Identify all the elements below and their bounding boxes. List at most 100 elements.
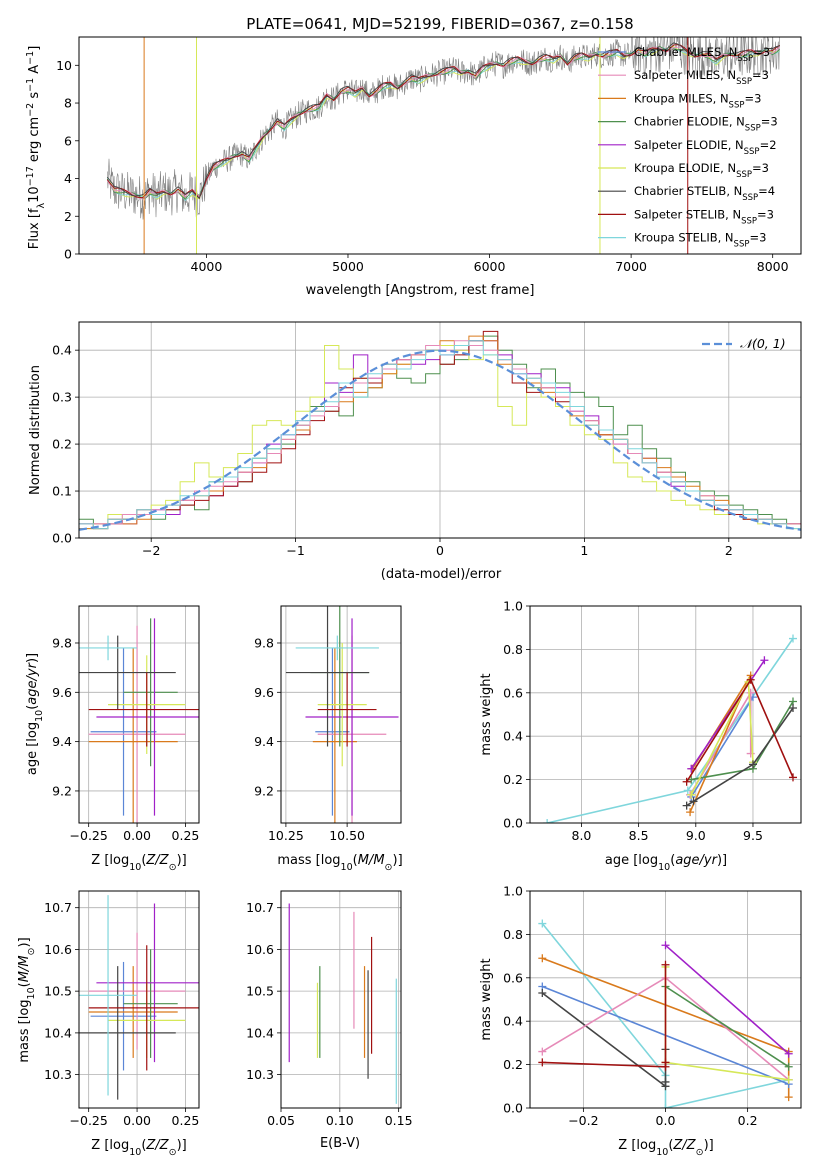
y-tick-label: 0.4 <box>503 729 523 744</box>
mass-weight-line <box>686 707 794 807</box>
mass_vs_Z-panel: −0.25 0.00 0.25 10.3 10.4 10.5 10.6 10.7 Z [log1… <box>17 890 200 1158</box>
y-tick-label: 10.4 <box>44 1025 72 1040</box>
mass-weight-marker <box>661 1104 670 1108</box>
x-axis-label: wavelength [Angstrom, rest frame] <box>306 283 535 298</box>
x-tick-label: 10.50 <box>329 828 365 843</box>
legend-entry: Salpeter STELIB, NSSP=3 <box>634 207 774 226</box>
gaussian-reference-curve <box>79 349 801 531</box>
x-tick-label: 0.25 <box>172 828 200 843</box>
y-tick-label: 0.6 <box>503 685 523 700</box>
massweight_vs_age-panel: 8.0 8.5 9.0 9.5 0.0 0.2 0.4 0.6 0.8 1.0 mass weigh… <box>479 599 802 873</box>
y-tick-label: 0.0 <box>503 1101 523 1116</box>
x-tick-label: 8000 <box>757 259 789 274</box>
mass_vs_ebv-plot-area <box>288 903 397 1104</box>
mass-weight-marker <box>682 777 691 786</box>
y-tick-label: 0.4 <box>503 1014 523 1029</box>
mass-weight-line <box>542 964 667 1068</box>
y-tick-label: 8 <box>64 96 72 111</box>
mass-weight-marker <box>538 954 547 963</box>
mass-weight-line <box>665 985 790 1068</box>
y-tick-label: 10.7 <box>44 900 72 915</box>
x-tick-label: 0.0 <box>656 1113 676 1128</box>
y-tick-label: 10 <box>56 58 72 73</box>
y-axis-label: Normed distribution <box>28 365 43 495</box>
y-tick-label: 2 <box>64 209 72 224</box>
mass-weight-marker <box>784 1093 793 1102</box>
y-axis-label: Flux [fλ10−17 erg cm−2 s−1 A−1] <box>25 46 47 250</box>
y-tick-label: 10.6 <box>44 942 72 957</box>
mass-weight-marker <box>784 1075 793 1084</box>
residual-histogram <box>79 340 801 530</box>
y-axis-label: age [log10(age/yr)] <box>25 653 45 775</box>
residual_hist-plot-area <box>79 330 801 531</box>
y-tick-label: 0.6 <box>503 970 523 985</box>
mass_vs_Z-frame <box>78 890 200 1109</box>
mass_vs_ebv-panel: 0.05 0.10 0.15 10.3 10.4 10.5 10.6 10.7 E(B-V) <box>246 890 413 1151</box>
legend-entry: Kroupa MILES, NSSP=3 <box>634 91 761 110</box>
y-tick-label: 0.2 <box>52 437 72 452</box>
x-axis-label: mass [log10(M/M⊙)] <box>277 853 402 873</box>
y-tick-label: 1.0 <box>503 599 523 614</box>
mass-weight-marker <box>784 1062 793 1071</box>
x-tick-label: −2 <box>142 543 160 558</box>
massweight_vs_Z-frame <box>529 890 802 1109</box>
y-tick-label: 10.3 <box>246 1067 274 1082</box>
y-tick-label: 10.7 <box>246 900 274 915</box>
y-tick-label: 0.2 <box>503 1057 523 1072</box>
mass-weight-marker <box>683 786 692 795</box>
x-tick-label: 0.10 <box>326 1113 354 1128</box>
mass_vs_Z-plot-area <box>79 895 199 1100</box>
residual_hist-frame <box>78 321 802 539</box>
age_vs_mass-plot-area <box>285 606 399 823</box>
model-spectrum <box>106 47 780 202</box>
x-axis-label: Z [log10(Z/Z⊙)] <box>618 1138 713 1158</box>
mass-weight-marker <box>689 797 698 806</box>
mass-weight-marker <box>543 819 552 823</box>
y-tick-label: 0.0 <box>52 531 72 546</box>
legend-entry: Chabrier STELIB, NSSP=4 <box>634 184 775 203</box>
x-axis-label: Z [log10(Z/Z⊙)] <box>91 1138 186 1158</box>
figure-title: PLATE=0641, MJD=52199, FIBERID=0367, z=0… <box>246 15 633 33</box>
x-tick-label: 7000 <box>615 259 647 274</box>
age_vs_Z-plot-area <box>79 618 199 823</box>
massweight_vs_Z-plot-area <box>538 919 793 1108</box>
spectrum-legend: Chabrier MILES, NSSP=3 Salpeter MILES, NS… <box>598 45 778 250</box>
y-axis-label: mass weight <box>479 958 494 1040</box>
mass_vs_ebv-frame <box>280 890 402 1109</box>
x-tick-label: 2 <box>725 543 733 558</box>
x-tick-label: −1 <box>286 543 304 558</box>
y-tick-label: 4 <box>64 171 72 186</box>
x-tick-label: 9.5 <box>743 828 763 843</box>
spectrum-plot-area <box>106 37 781 254</box>
mass-weight-marker <box>788 634 797 643</box>
residual-histogram <box>79 335 801 530</box>
x-tick-label: 4000 <box>191 259 223 274</box>
y-tick-label: 0.4 <box>52 343 72 358</box>
x-tick-label: 0.00 <box>123 828 151 843</box>
observed-spectrum <box>107 37 780 220</box>
x-tick-label: 5000 <box>332 259 364 274</box>
chart-panels: 4000 5000 6000 7000 8000 0 2 4 6 8 10 wavelength [A… <box>17 36 802 1158</box>
x-tick-label: 1 <box>580 543 588 558</box>
x-tick-label: 0 <box>436 543 444 558</box>
y-tick-label: 6 <box>64 133 72 148</box>
y-tick-label: 10.5 <box>44 984 72 999</box>
massweight_vs_age-plot-area <box>543 634 797 823</box>
x-tick-label: 0.00 <box>123 1113 151 1128</box>
mass-weight-marker <box>687 764 696 773</box>
y-tick-label: 0.8 <box>503 642 523 657</box>
x-axis-label: E(B-V) <box>320 1136 360 1151</box>
y-tick-label: 9.6 <box>52 685 72 700</box>
mass-weight-marker <box>661 960 670 969</box>
mass-weight-marker <box>661 1077 670 1086</box>
massweight_vs_Z-panel: −0.2 0.0 0.2 0.0 0.2 0.4 0.6 0.8 1.0 mass weight Z… <box>479 884 802 1158</box>
mass-weight-marker <box>788 703 797 712</box>
model-spectrum <box>106 42 780 199</box>
mass-weight-marker <box>661 1058 670 1067</box>
x-tick-label: 0.2 <box>738 1113 758 1128</box>
x-tick-label: 6000 <box>474 259 506 274</box>
age_vs_Z-frame <box>78 605 200 824</box>
y-tick-label: 10.6 <box>246 942 274 957</box>
x-tick-label: 9.0 <box>686 828 706 843</box>
mass-weight-line <box>664 944 790 1055</box>
